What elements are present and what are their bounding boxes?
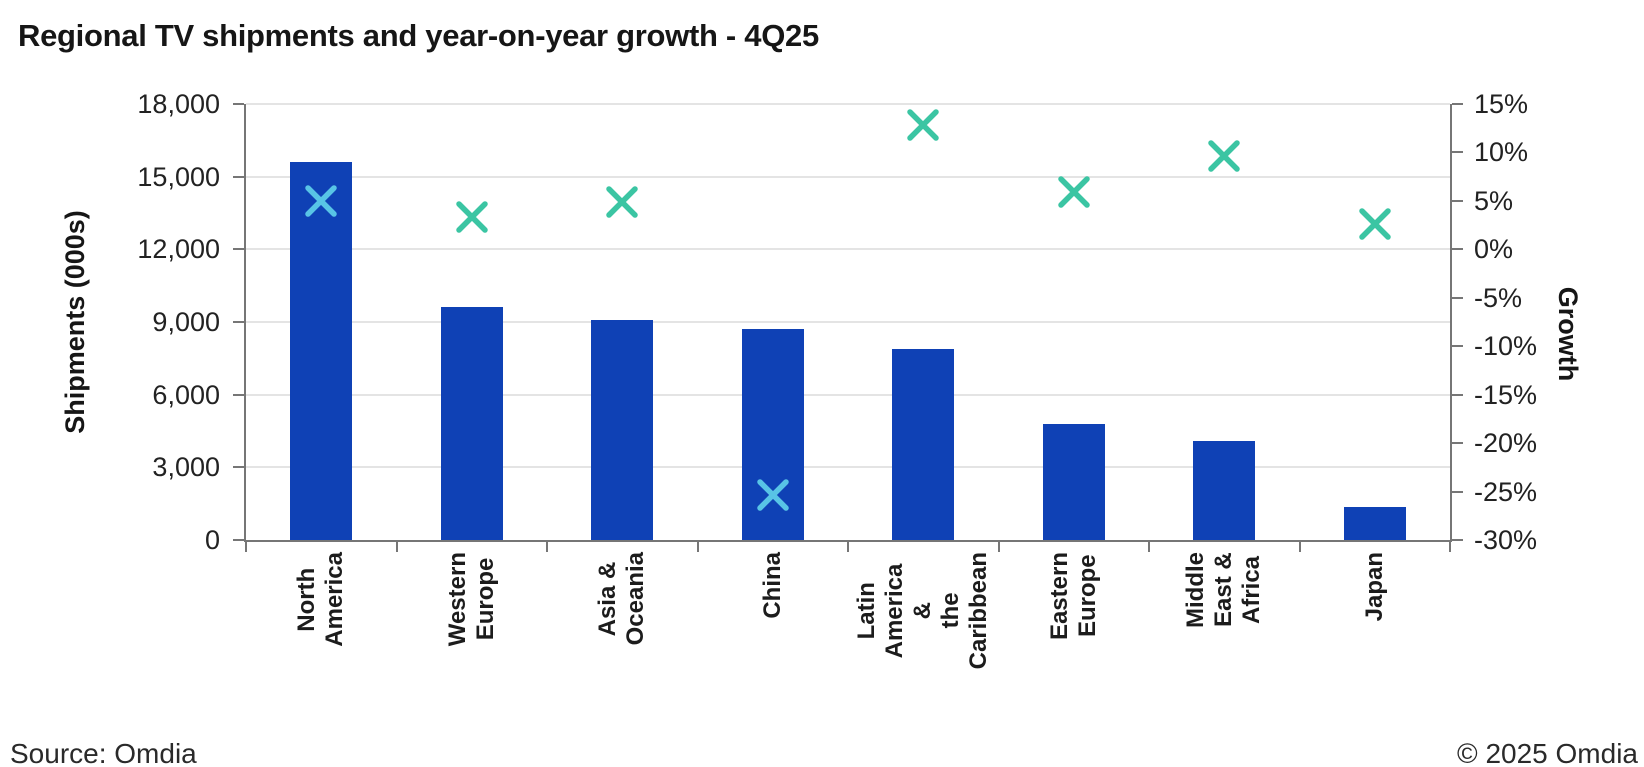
y-axis-tick-label: 12,000 xyxy=(137,234,220,265)
bar xyxy=(1042,423,1105,540)
category-label: Japan xyxy=(1360,552,1388,622)
left-axis-title: Shipments (000s) xyxy=(60,210,90,434)
source-note: Source: Omdia xyxy=(10,738,197,767)
growth-axis-tick-label: 5% xyxy=(1474,185,1514,216)
chart-title: Regional TV shipments and year-on-year g… xyxy=(18,18,819,53)
growth-marker-icon xyxy=(1359,208,1391,240)
gridline xyxy=(246,175,1450,178)
growth-marker-icon xyxy=(305,185,337,217)
bar xyxy=(440,307,503,540)
category-label: Asia & Oceania xyxy=(594,551,650,646)
y-axis-tick xyxy=(233,103,244,105)
growth-axis-tick-label: -25% xyxy=(1474,476,1538,507)
growth-marker-icon xyxy=(757,479,789,512)
y-axis-tick-label: 6,000 xyxy=(152,379,220,410)
y-axis-tick xyxy=(233,539,244,541)
growth-axis-tick-label: 10% xyxy=(1474,137,1529,168)
growth-axis-tick xyxy=(1452,490,1463,493)
growth-axis-tick-label: -5% xyxy=(1474,282,1523,313)
bar xyxy=(741,329,804,540)
x-axis-tick xyxy=(847,542,849,552)
growth-axis-tick xyxy=(1452,539,1463,541)
gridline xyxy=(246,393,1450,396)
x-axis-tick xyxy=(997,542,1000,552)
y-axis-tick-label: 9,000 xyxy=(152,307,220,337)
x-axis-tick xyxy=(245,542,247,552)
growth-marker-icon xyxy=(907,109,939,142)
x-axis-tick xyxy=(1449,542,1451,552)
growth-axis-tick xyxy=(1452,199,1463,202)
growth-axis-tick xyxy=(1452,296,1463,299)
category-label: China xyxy=(758,552,786,619)
category-label: North America xyxy=(293,551,349,647)
growth-marker-icon xyxy=(1208,140,1240,173)
growth-axis-tick-label: -20% xyxy=(1474,428,1538,459)
y-axis-tick xyxy=(233,466,244,469)
x-axis-tick xyxy=(1298,542,1301,552)
y-axis-tick-label: 0 xyxy=(204,525,220,555)
growth-marker-icon xyxy=(1058,176,1090,208)
growth-axis-tick xyxy=(1452,393,1463,396)
growth-axis-tick-label: -15% xyxy=(1474,379,1538,410)
category-label: Eastern Europe xyxy=(1045,552,1101,641)
plot-area: 18,000 15,000 12,000 9,000 6,000 3,000 0 15% 10%… xyxy=(137,89,1537,669)
bar xyxy=(290,162,353,540)
y-axis-tick xyxy=(233,393,244,396)
growth-axis-tick xyxy=(1452,151,1463,154)
gridline xyxy=(246,103,1450,105)
growth-axis-tick-label: 0% xyxy=(1474,234,1514,265)
x-axis-tick xyxy=(696,542,699,552)
gridline xyxy=(246,466,1450,469)
growth-marker-icon xyxy=(456,201,488,234)
growth-axis-tick xyxy=(1452,442,1463,445)
growth-marker-icon xyxy=(606,186,638,218)
bar xyxy=(1343,507,1406,540)
growth-axis-tick xyxy=(1452,345,1463,348)
x-axis-tick xyxy=(546,542,548,552)
growth-axis-tick xyxy=(1452,103,1463,105)
y-axis-tick-label: 3,000 xyxy=(152,452,220,483)
bar xyxy=(591,319,654,540)
y-axis-tick xyxy=(233,248,244,251)
bar xyxy=(1193,440,1256,540)
y-axis-tick xyxy=(233,321,244,323)
x-axis-tick xyxy=(395,542,398,552)
y-axis-tick xyxy=(233,175,244,178)
right-axis-title: Growth xyxy=(1553,286,1583,382)
growth-axis-tick-label: -30% xyxy=(1474,525,1538,555)
y-axis-tick-label: 18,000 xyxy=(137,89,220,119)
gridline xyxy=(246,248,1450,251)
growth-axis-tick xyxy=(1452,248,1463,251)
category-label: Middle East & Africa xyxy=(1182,552,1266,628)
x-axis-tick xyxy=(1148,542,1150,552)
y-axis-tick-label: 15,000 xyxy=(137,161,220,192)
growth-axis-tick-label: 15% xyxy=(1474,89,1529,119)
copyright-note: © 2025 Omdia xyxy=(1457,738,1638,767)
category-label: Latin America & the Caribbean xyxy=(853,551,993,670)
growth-axis-tick-label: -10% xyxy=(1474,331,1538,362)
category-label: Western Europe xyxy=(443,552,499,647)
bar xyxy=(892,348,955,540)
gridline xyxy=(246,321,1450,323)
